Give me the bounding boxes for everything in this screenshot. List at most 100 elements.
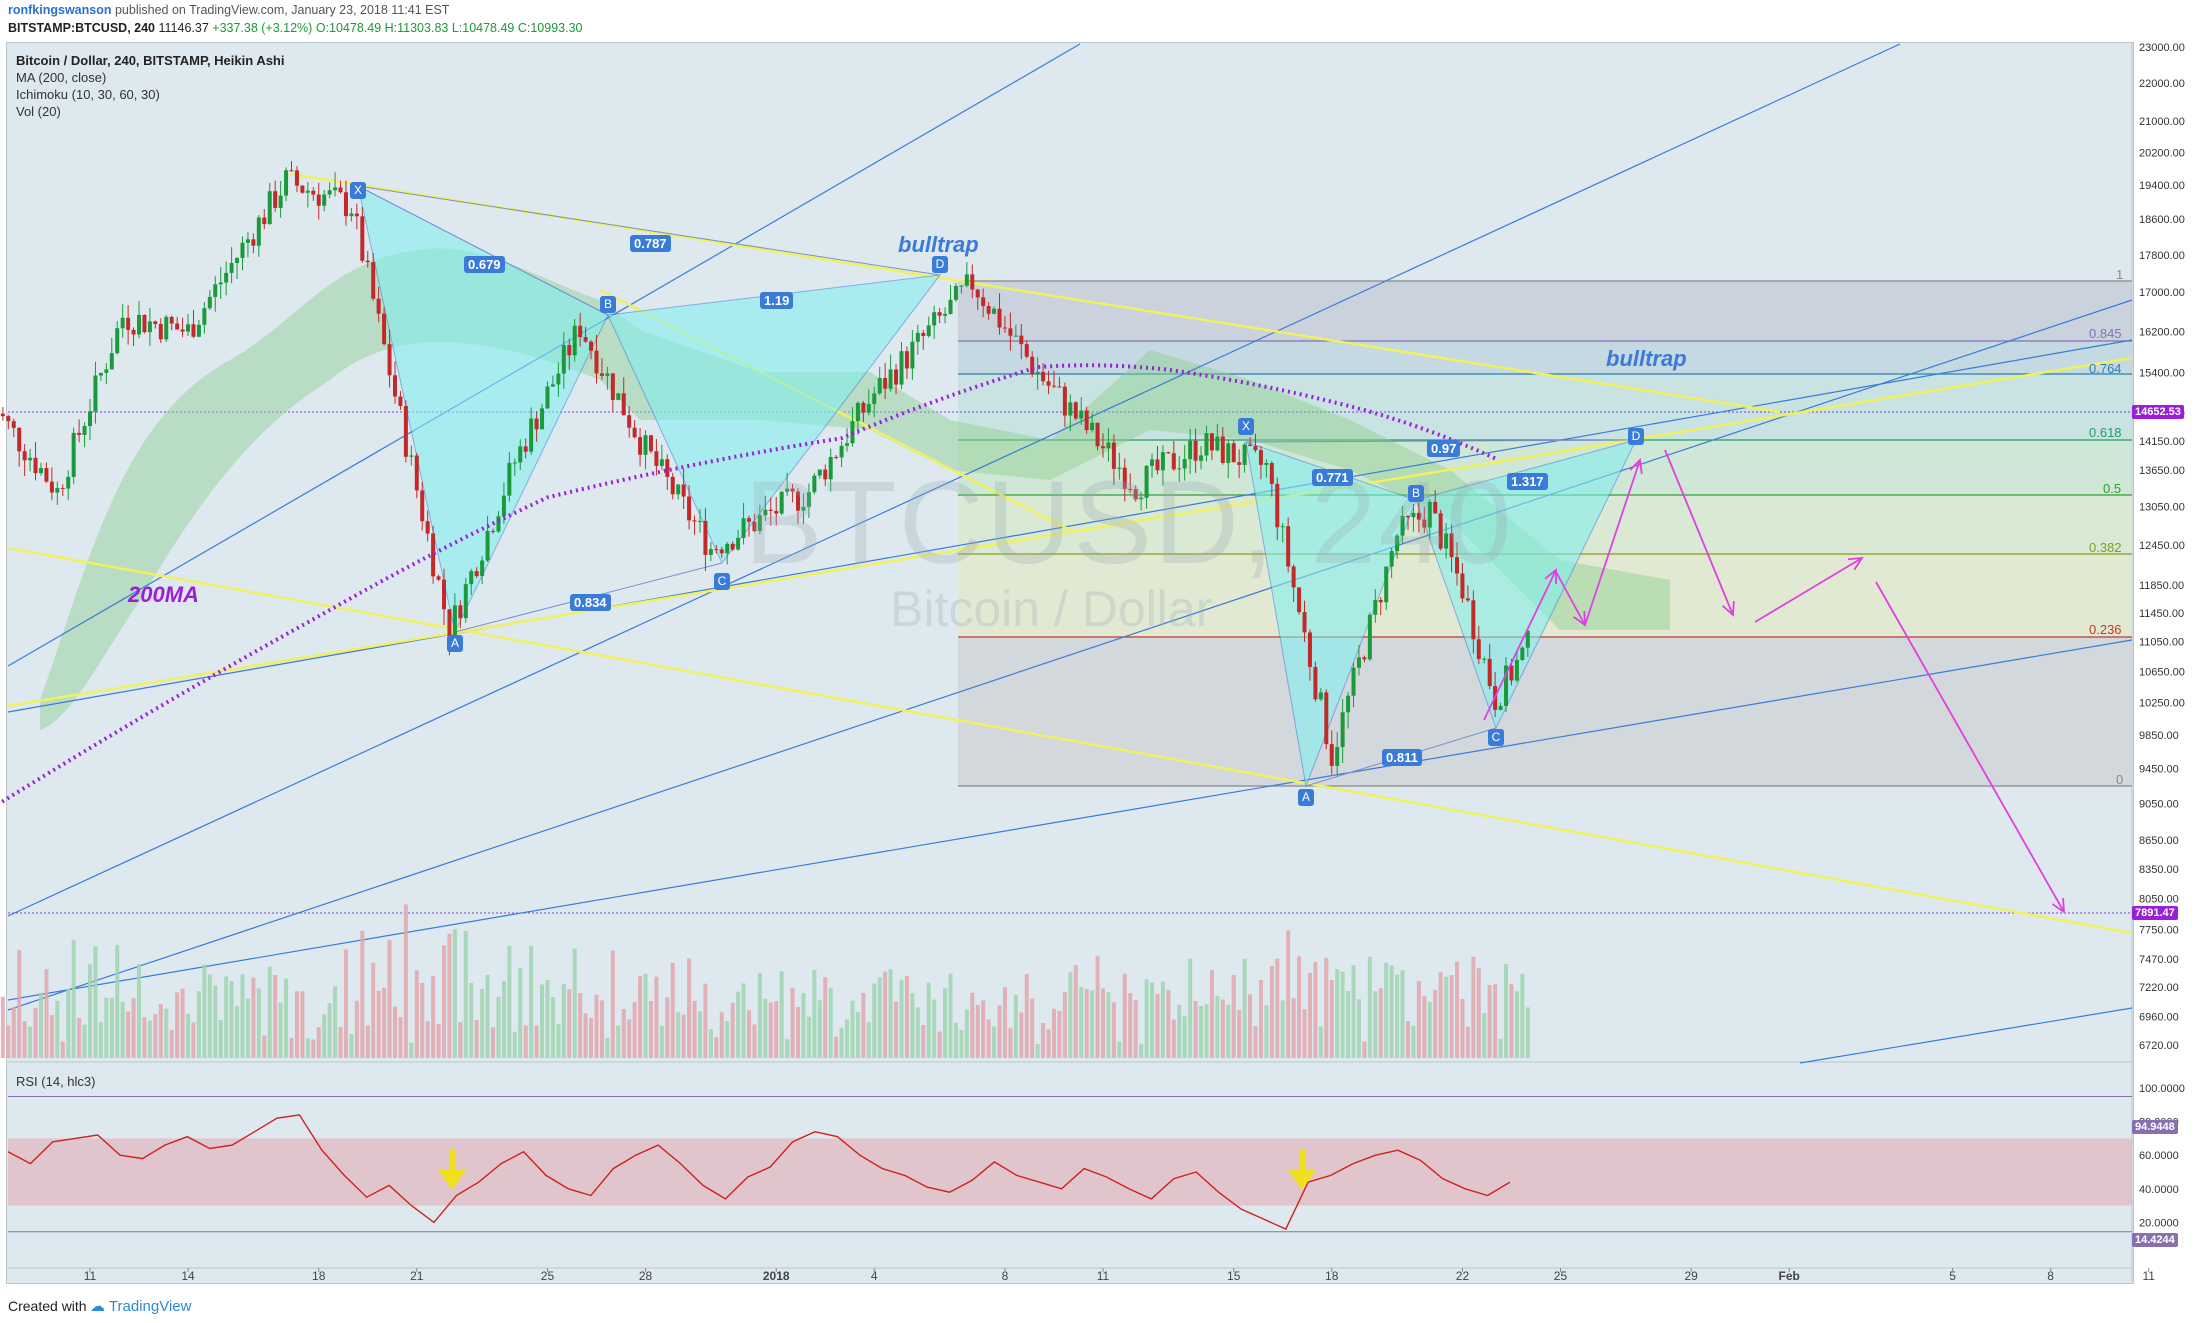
volume-bar [1101,988,1105,1058]
candle-body [98,372,103,376]
candle-body [327,190,332,195]
volume-bar [240,974,245,1058]
volume-bar [88,964,92,1058]
candle-body [1504,665,1509,706]
candle-body [1242,444,1247,465]
candle-body [1237,462,1242,465]
candle-body [474,571,479,577]
trend-line-blue-2 [7,299,2133,1011]
projection-arrowhead-5 [2051,897,2066,914]
candle-body [834,456,839,458]
volume-bar [213,985,218,1058]
x-tick-8: 8 [1002,1269,1009,1283]
rsi-arrow-stem-0 [449,1150,455,1172]
candle-body [88,411,92,427]
candle-body [1084,410,1089,431]
volume-bar [572,948,577,1058]
candle-body [964,274,969,286]
volume-bar [376,990,381,1058]
volume-bar [191,1022,196,1058]
candle-body [376,298,381,314]
candle-body [959,285,964,287]
volume-bar [1493,984,1498,1058]
candle-body [77,432,82,435]
candle-body [158,324,163,340]
point-right-b: B [1408,485,1424,502]
volume-bar [414,970,419,1058]
candle-body [1019,335,1024,345]
legend-title[interactable]: Bitcoin / Dollar, 240, BITSTAMP, Heikin … [16,53,285,68]
candle-body [997,308,1002,328]
volume-bar [1438,972,1443,1058]
x-tick-7: 4 [871,1269,878,1283]
fib-level-0845: 0.845 [2089,326,2122,341]
volume-bar [245,998,250,1058]
candle-body [1346,695,1351,713]
candle-body [676,484,681,495]
volume-bar [1378,988,1383,1058]
volume-bar [1133,1000,1138,1058]
candle-body [273,191,278,208]
candle-body [213,284,218,297]
volume-bar [474,1019,479,1058]
volume-bar [137,964,142,1058]
volume-bar [1258,980,1263,1058]
volume-bar [529,945,534,1058]
candle-body [1139,497,1144,500]
candle-body [501,495,506,517]
candle-body [921,332,926,337]
volume-bar [469,982,474,1058]
name-watermark: Bitcoin / Dollar [890,581,1213,637]
volume-bar [839,1027,844,1058]
volume-bar [77,1018,82,1058]
x-tick-4: 25 [541,1269,555,1283]
volume-bar [943,988,948,1058]
candle-body [986,306,991,314]
candle-body [1449,533,1454,558]
candle-body [452,605,457,642]
candle-body [594,350,599,374]
candle-body [191,324,196,337]
volume-bar [676,1011,681,1058]
candle-body [1373,600,1378,615]
tradingview-logo[interactable]: ☁ TradingView [90,1297,191,1315]
candle-body [828,456,833,480]
volume-bar [736,991,741,1058]
candle-body [736,537,741,550]
candle-body [1297,587,1302,613]
candle-body [578,325,583,338]
candle-body [1509,665,1514,681]
legend-rsi[interactable]: RSI (14, hlc3) [16,1074,96,1089]
volume-bar [665,997,670,1058]
rsi-y-tick-3: 40.0000 [2139,1184,2179,1196]
legend-ma[interactable]: MA (200, close) [16,70,107,85]
volume-bar [975,1005,980,1058]
volume-bar [1062,992,1067,1058]
candle-body [186,324,191,332]
volume-bar [316,1027,321,1058]
candle-body [294,170,299,186]
legend-ichimoku[interactable]: Ichimoku (10, 30, 60, 30) [16,87,160,102]
volume-bar [1160,981,1165,1058]
volume-bar [1035,1044,1040,1058]
legend-vol[interactable]: Vol (20) [16,104,61,119]
trend-line-blue-1 [7,43,1901,917]
ohlc-values: O:10478.49 H:11303.83 L:10478.49 C:10993… [315,21,583,35]
candle-body [398,396,403,406]
price-tag-lower: 7891.47 [2132,906,2178,920]
candle-body [719,549,724,554]
candle-body [115,328,120,354]
volume-bar [779,971,784,1058]
volume-bar [1144,979,1149,1058]
candle-body [251,239,256,246]
trend-line-yellow-1 [7,356,2133,708]
candle-body [1416,512,1421,520]
candle-body [229,262,234,273]
volume-bar [458,1022,463,1058]
candle-body [1220,436,1225,463]
candle-body [1046,381,1051,386]
candle-body [1182,459,1187,469]
author-link[interactable]: ronfkingswanson [8,3,112,17]
candle-body [1291,566,1296,588]
